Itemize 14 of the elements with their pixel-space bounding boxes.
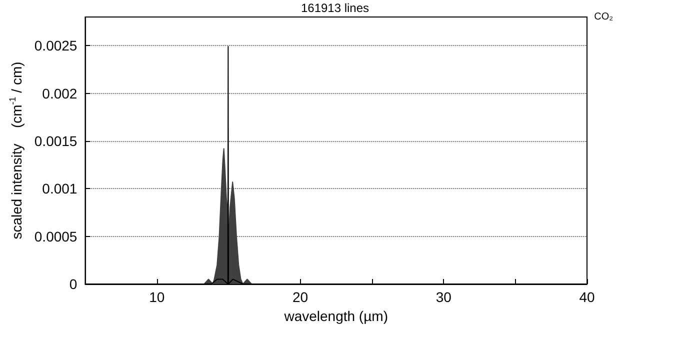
y-tick-label: 0.0015 (34, 132, 78, 149)
x-tick-label: 30 (436, 289, 452, 305)
y-axis-title: scaled intensity (cm-1 / cm) (8, 62, 24, 240)
y-tick-label: 0.0005 (34, 228, 78, 244)
y-tick-label: 0 (69, 276, 78, 292)
x-tick-label: 10 (149, 289, 165, 305)
x-axis-title: wavelength (µm) (283, 308, 388, 324)
x-tick-label: 40 (579, 289, 595, 305)
chart-title: 161913 lines (300, 1, 370, 15)
x-tick-label: 20 (292, 289, 308, 305)
y-tick-label: 0.001 (42, 180, 78, 197)
y-tick-label: 0.002 (42, 85, 78, 102)
text: CO₂ (594, 12, 614, 22)
y-tick-label: 0.0025 (34, 38, 78, 54)
